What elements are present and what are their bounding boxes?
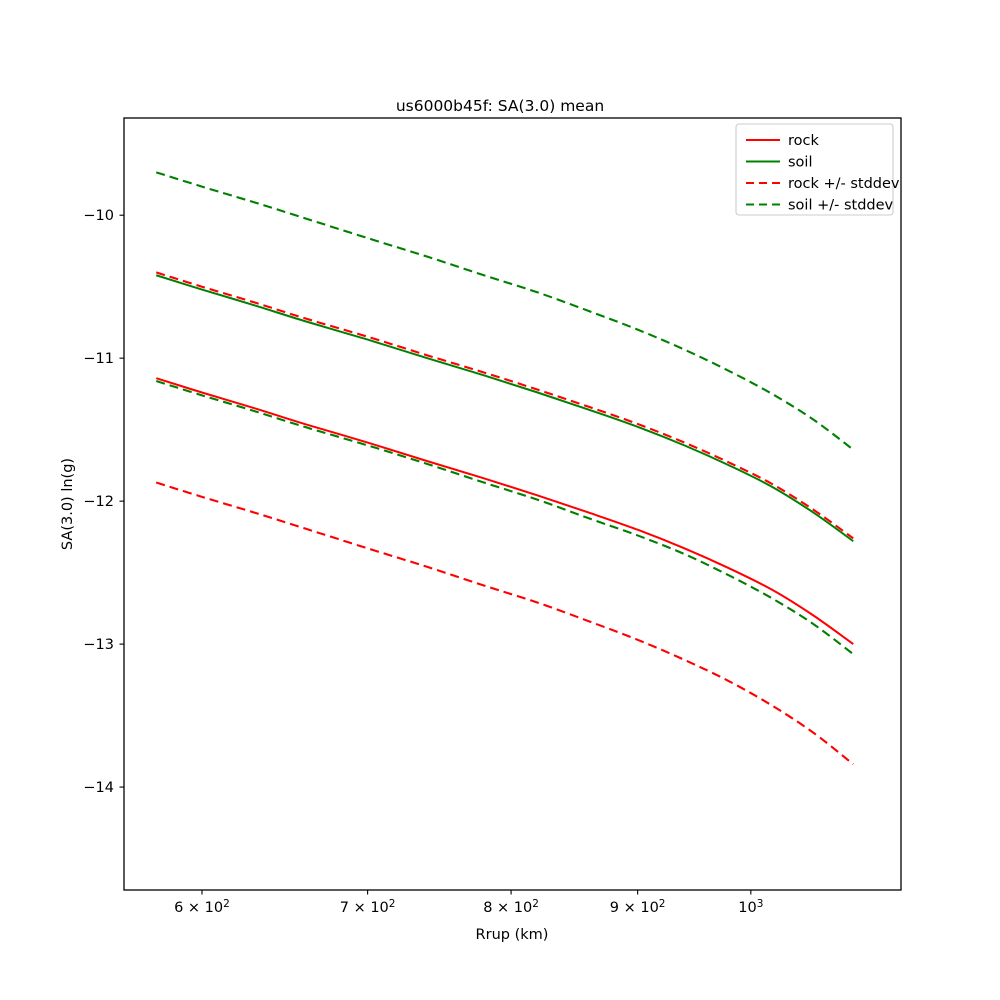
x-axis-label: Rrup (km)	[476, 927, 549, 943]
legend-label-rock-stddev: rock +/- stddev	[788, 176, 900, 192]
series-line-soil-minus-stddev	[155, 380, 854, 655]
legend-label-soil-stddev: soil +/- stddev	[788, 198, 894, 214]
y-tick-label: −13	[83, 637, 114, 653]
y-tick-label: −14	[83, 780, 114, 796]
y-tick-label: −11	[83, 351, 114, 367]
y-axis-ticks: −10 −11 −12 −13 −14	[83, 208, 124, 796]
y-axis-label: SA(3.0) ln(g)	[60, 458, 76, 550]
x-axis-ticks: 6 × 102 7 × 102 8 × 102 9 × 102 103	[174, 890, 763, 916]
series-line-rock-minus-stddev	[155, 481, 854, 766]
legend-label-rock: rock	[788, 133, 819, 149]
x-tick-label: 8 × 102	[483, 898, 539, 916]
y-tick-label: −10	[83, 208, 114, 224]
x-tick-label: 6 × 102	[174, 898, 230, 916]
plot-area-frame	[123, 117, 902, 891]
y-tick-label: −12	[83, 494, 114, 510]
series-line-rock	[155, 377, 854, 645]
x-tick-label: 9 × 102	[610, 898, 666, 916]
series-line-soil	[155, 274, 854, 542]
series-line-soil-plus-stddev	[155, 171, 854, 451]
legend-label-soil: soil	[788, 155, 812, 171]
legend-background	[735, 123, 894, 216]
data-series-group	[155, 171, 854, 766]
series-line-rock-plus-stddev	[155, 271, 854, 540]
x-tick-label: 103	[738, 898, 763, 916]
page-title: us6000b45f: SA(3.0) mean	[396, 97, 604, 115]
chart-legend[interactable]: rock soil rock +/- stddev soil +/- stddev	[735, 123, 900, 216]
x-tick-label: 7 × 102	[340, 898, 396, 916]
